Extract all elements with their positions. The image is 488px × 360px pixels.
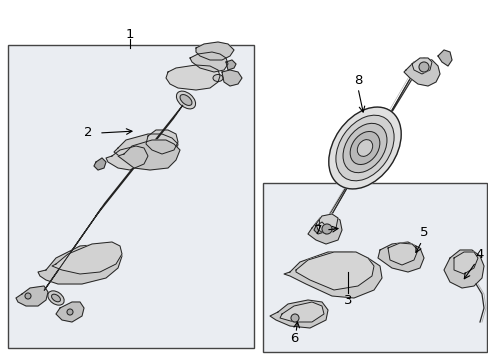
Polygon shape bbox=[315, 214, 337, 234]
Text: 4: 4 bbox=[475, 248, 483, 261]
Polygon shape bbox=[190, 52, 227, 72]
Polygon shape bbox=[52, 242, 122, 274]
Polygon shape bbox=[225, 60, 236, 70]
Polygon shape bbox=[307, 216, 341, 244]
Polygon shape bbox=[222, 70, 242, 86]
Polygon shape bbox=[377, 242, 423, 272]
Text: 1: 1 bbox=[125, 27, 134, 40]
Polygon shape bbox=[196, 42, 234, 60]
Circle shape bbox=[418, 62, 428, 72]
Polygon shape bbox=[387, 243, 417, 265]
Text: 3: 3 bbox=[343, 293, 351, 306]
Polygon shape bbox=[44, 208, 102, 290]
Polygon shape bbox=[453, 252, 477, 274]
Circle shape bbox=[25, 293, 31, 299]
Ellipse shape bbox=[357, 140, 372, 156]
Polygon shape bbox=[106, 146, 148, 170]
Polygon shape bbox=[146, 130, 178, 154]
Polygon shape bbox=[284, 252, 381, 298]
Polygon shape bbox=[295, 252, 373, 290]
Text: 7: 7 bbox=[313, 224, 322, 237]
Ellipse shape bbox=[328, 107, 400, 189]
Text: 5: 5 bbox=[419, 226, 427, 239]
Ellipse shape bbox=[213, 75, 223, 81]
Circle shape bbox=[321, 224, 331, 234]
Polygon shape bbox=[280, 302, 324, 322]
Ellipse shape bbox=[335, 115, 393, 181]
Polygon shape bbox=[403, 58, 439, 86]
Ellipse shape bbox=[180, 95, 192, 105]
Ellipse shape bbox=[51, 294, 61, 302]
Polygon shape bbox=[95, 105, 182, 217]
Ellipse shape bbox=[349, 131, 379, 165]
Polygon shape bbox=[269, 300, 327, 328]
Ellipse shape bbox=[176, 91, 195, 109]
Polygon shape bbox=[411, 58, 431, 74]
Polygon shape bbox=[56, 302, 84, 322]
Ellipse shape bbox=[343, 123, 386, 173]
Ellipse shape bbox=[48, 291, 64, 305]
Circle shape bbox=[67, 309, 73, 315]
Bar bbox=[8, 45, 253, 348]
Polygon shape bbox=[118, 140, 180, 170]
Polygon shape bbox=[165, 65, 220, 90]
Polygon shape bbox=[437, 50, 451, 66]
Polygon shape bbox=[325, 66, 419, 220]
Text: 6: 6 bbox=[289, 332, 298, 345]
Polygon shape bbox=[114, 134, 178, 166]
Bar bbox=[263, 183, 486, 352]
Polygon shape bbox=[94, 158, 106, 170]
Circle shape bbox=[290, 314, 298, 322]
Polygon shape bbox=[313, 222, 325, 234]
Polygon shape bbox=[443, 250, 483, 288]
Text: 2: 2 bbox=[83, 126, 92, 139]
Text: 8: 8 bbox=[353, 73, 362, 86]
Polygon shape bbox=[16, 286, 48, 306]
Polygon shape bbox=[38, 244, 122, 284]
